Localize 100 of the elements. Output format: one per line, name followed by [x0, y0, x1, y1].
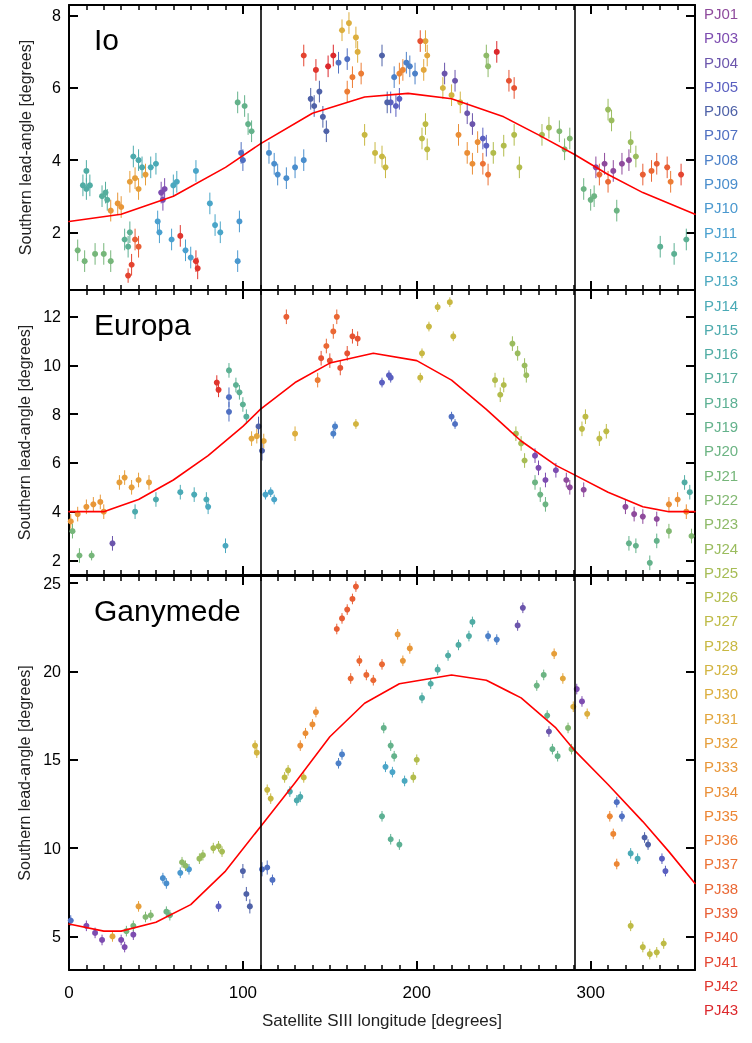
- text: PJ15: [704, 319, 739, 340]
- point: [485, 63, 492, 70]
- point: [135, 157, 142, 164]
- text: PJ17: [704, 368, 739, 389]
- point: [173, 178, 180, 185]
- point: [325, 63, 332, 70]
- text: Europa: [94, 307, 192, 341]
- point: [100, 250, 107, 257]
- point: [521, 362, 528, 369]
- text: PJ30: [704, 684, 739, 705]
- point: [318, 355, 325, 362]
- point: [246, 903, 253, 910]
- point: [686, 489, 693, 496]
- point: [422, 121, 429, 128]
- point: [492, 377, 499, 384]
- point: [354, 48, 361, 55]
- text: PJ21: [704, 465, 739, 486]
- point: [497, 391, 504, 398]
- text: PJ07: [704, 125, 739, 146]
- point: [307, 95, 314, 102]
- y-tick-label: 4: [52, 503, 62, 521]
- point: [177, 489, 184, 496]
- point: [234, 258, 241, 265]
- point: [225, 394, 232, 401]
- point: [537, 491, 544, 498]
- point: [132, 175, 139, 182]
- point: [523, 372, 530, 379]
- text: PJ38: [704, 878, 739, 899]
- point: [578, 425, 585, 432]
- point: [344, 56, 351, 63]
- point: [452, 77, 459, 84]
- point: [152, 496, 159, 503]
- y-tick-label: 10: [43, 357, 62, 375]
- line-series: [68, 352, 696, 513]
- point: [500, 382, 507, 388]
- text: PJ27: [704, 611, 739, 632]
- y-axis-title: Southern lead-angle [degrees]: [15, 665, 33, 881]
- point: [688, 533, 695, 540]
- point: [511, 131, 518, 138]
- point: [469, 121, 476, 128]
- point: [213, 379, 220, 386]
- text: PJ13: [704, 271, 739, 292]
- point: [582, 413, 589, 420]
- text: Io: [94, 22, 120, 56]
- text: PJ42: [704, 975, 739, 996]
- point: [192, 167, 199, 174]
- point: [232, 382, 239, 388]
- text: PJ14: [704, 295, 739, 316]
- point: [674, 496, 681, 503]
- point: [314, 377, 321, 384]
- point: [485, 171, 492, 178]
- text: PJ04: [704, 52, 739, 73]
- text: Ganymede: [94, 593, 241, 627]
- y-tick-label: 8: [52, 7, 62, 25]
- y-tick-label: 20: [43, 662, 62, 680]
- point: [631, 511, 638, 518]
- point: [248, 435, 255, 442]
- point: [300, 157, 307, 164]
- point: [678, 171, 685, 178]
- point: [483, 52, 490, 59]
- point: [535, 464, 542, 471]
- point: [419, 135, 425, 142]
- point: [605, 178, 612, 185]
- point: [603, 428, 610, 435]
- point: [391, 74, 398, 81]
- point: [225, 367, 232, 374]
- point: [648, 167, 655, 174]
- point: [67, 518, 74, 525]
- point: [215, 386, 222, 393]
- point: [311, 103, 318, 110]
- text: PJ40: [704, 927, 739, 948]
- text: PJ43: [704, 1000, 739, 1021]
- point: [464, 110, 471, 117]
- text: PJ36: [704, 830, 739, 851]
- point: [335, 59, 342, 66]
- point: [236, 218, 243, 225]
- y-tick-label: 5: [52, 927, 62, 945]
- line-series: [68, 674, 696, 932]
- point: [490, 149, 497, 156]
- point: [146, 479, 152, 486]
- point: [665, 528, 672, 535]
- point: [92, 250, 99, 257]
- text: PJ35: [704, 805, 739, 826]
- point: [238, 149, 245, 156]
- text: PJ11: [704, 222, 739, 243]
- point: [139, 164, 146, 171]
- text: PJ05: [704, 76, 739, 97]
- point: [292, 430, 299, 437]
- x-tick-label: 300: [576, 983, 605, 1002]
- point: [79, 182, 86, 189]
- text: PJ32: [704, 732, 739, 753]
- text: PJ08: [704, 149, 739, 170]
- point: [566, 484, 573, 491]
- point: [345, 20, 352, 27]
- point: [516, 164, 523, 171]
- point: [653, 515, 660, 522]
- y-tick-label: 2: [52, 223, 62, 241]
- point: [217, 229, 224, 236]
- text: PJ39: [704, 903, 739, 923]
- point: [424, 146, 431, 153]
